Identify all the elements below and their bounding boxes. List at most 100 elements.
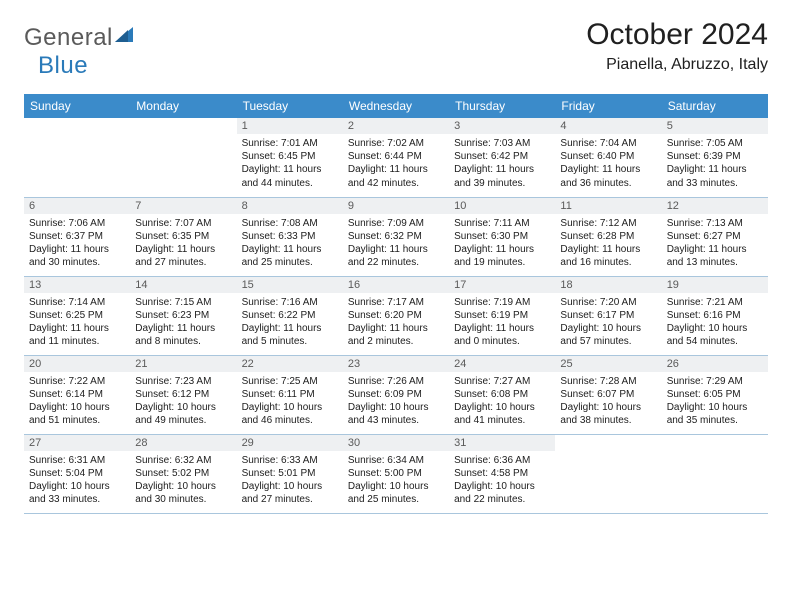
day-detail-line: and 13 minutes. — [667, 256, 763, 269]
day-detail-line: Sunrise: 7:09 AM — [348, 217, 444, 230]
day-detail-line: Daylight: 11 hours — [454, 322, 550, 335]
day-detail-line: and 30 minutes. — [29, 256, 125, 269]
calendar-day-cell: 14Sunrise: 7:15 AMSunset: 6:23 PMDayligh… — [130, 276, 236, 355]
day-detail-line: Daylight: 10 hours — [454, 401, 550, 414]
day-detail-line: Daylight: 10 hours — [348, 401, 444, 414]
day-number: 15 — [237, 277, 343, 293]
day-number: 23 — [343, 356, 449, 372]
calendar-day-cell: 10Sunrise: 7:11 AMSunset: 6:30 PMDayligh… — [449, 197, 555, 276]
calendar-day-cell: 13Sunrise: 7:14 AMSunset: 6:25 PMDayligh… — [24, 276, 130, 355]
day-number: 14 — [130, 277, 236, 293]
day-number: 4 — [555, 118, 661, 134]
day-number: 29 — [237, 435, 343, 451]
day-detail-line: Sunset: 6:11 PM — [242, 388, 338, 401]
day-detail-line: and 46 minutes. — [242, 414, 338, 427]
calendar-day-cell: 4Sunrise: 7:04 AMSunset: 6:40 PMDaylight… — [555, 118, 661, 197]
day-number: 12 — [662, 198, 768, 214]
day-detail-line: Sunrise: 7:20 AM — [560, 296, 656, 309]
day-details: Sunrise: 7:09 AMSunset: 6:32 PMDaylight:… — [343, 214, 449, 272]
day-detail-line: Sunset: 6:32 PM — [348, 230, 444, 243]
day-number: 28 — [130, 435, 236, 451]
day-detail-line: Sunrise: 7:11 AM — [454, 217, 550, 230]
day-number: 11 — [555, 198, 661, 214]
day-detail-line: Sunrise: 7:01 AM — [242, 137, 338, 150]
day-number: 3 — [449, 118, 555, 134]
calendar-day-cell: 2Sunrise: 7:02 AMSunset: 6:44 PMDaylight… — [343, 118, 449, 197]
day-detail-line: Daylight: 11 hours — [454, 163, 550, 176]
day-detail-line: and 22 minutes. — [454, 493, 550, 506]
day-detail-line: Daylight: 10 hours — [348, 480, 444, 493]
day-number: 6 — [24, 198, 130, 214]
calendar-day-cell: 19Sunrise: 7:21 AMSunset: 6:16 PMDayligh… — [662, 276, 768, 355]
day-detail-line: Sunrise: 7:02 AM — [348, 137, 444, 150]
day-detail-line: Sunset: 6:16 PM — [667, 309, 763, 322]
day-detail-line: Sunset: 6:20 PM — [348, 309, 444, 322]
day-detail-line: Sunset: 6:30 PM — [454, 230, 550, 243]
day-details: Sunrise: 7:05 AMSunset: 6:39 PMDaylight:… — [662, 134, 768, 192]
day-detail-line: Sunset: 6:27 PM — [667, 230, 763, 243]
day-detail-line: and 33 minutes. — [667, 177, 763, 190]
title-block: October 2024 Pianella, Abruzzo, Italy — [586, 18, 768, 74]
calendar-day-cell: 15Sunrise: 7:16 AMSunset: 6:22 PMDayligh… — [237, 276, 343, 355]
calendar-day-cell: 8Sunrise: 7:08 AMSunset: 6:33 PMDaylight… — [237, 197, 343, 276]
day-number: 26 — [662, 356, 768, 372]
day-detail-line: Sunset: 6:37 PM — [29, 230, 125, 243]
day-details: Sunrise: 7:02 AMSunset: 6:44 PMDaylight:… — [343, 134, 449, 192]
day-detail-line: Daylight: 10 hours — [560, 322, 656, 335]
day-detail-line: Sunrise: 7:29 AM — [667, 375, 763, 388]
day-number: 7 — [130, 198, 236, 214]
day-number: 20 — [24, 356, 130, 372]
day-detail-line: Sunrise: 6:36 AM — [454, 454, 550, 467]
day-detail-line: Daylight: 11 hours — [667, 163, 763, 176]
weekday-header: Friday — [555, 94, 661, 118]
day-detail-line: Daylight: 11 hours — [242, 243, 338, 256]
day-detail-line: Sunrise: 6:33 AM — [242, 454, 338, 467]
day-detail-line: Sunrise: 7:14 AM — [29, 296, 125, 309]
day-number: 27 — [24, 435, 130, 451]
day-detail-line: Sunrise: 7:06 AM — [29, 217, 125, 230]
day-detail-line: Daylight: 10 hours — [29, 401, 125, 414]
day-details: Sunrise: 7:08 AMSunset: 6:33 PMDaylight:… — [237, 214, 343, 272]
day-detail-line: Sunrise: 7:17 AM — [348, 296, 444, 309]
day-detail-line: Sunset: 6:14 PM — [29, 388, 125, 401]
day-detail-line: Sunrise: 7:22 AM — [29, 375, 125, 388]
day-number: 22 — [237, 356, 343, 372]
day-details: Sunrise: 7:13 AMSunset: 6:27 PMDaylight:… — [662, 214, 768, 272]
day-detail-line: Sunset: 6:35 PM — [135, 230, 231, 243]
day-detail-line: Daylight: 11 hours — [242, 322, 338, 335]
day-detail-line: Daylight: 10 hours — [242, 480, 338, 493]
calendar-day-cell: 31Sunrise: 6:36 AMSunset: 4:58 PMDayligh… — [449, 434, 555, 513]
day-detail-line: Sunrise: 7:15 AM — [135, 296, 231, 309]
calendar-day-cell: 16Sunrise: 7:17 AMSunset: 6:20 PMDayligh… — [343, 276, 449, 355]
calendar-week-row: 13Sunrise: 7:14 AMSunset: 6:25 PMDayligh… — [24, 276, 768, 355]
day-details: Sunrise: 7:16 AMSunset: 6:22 PMDaylight:… — [237, 293, 343, 351]
day-detail-line: and 16 minutes. — [560, 256, 656, 269]
day-detail-line: Daylight: 11 hours — [454, 243, 550, 256]
day-detail-line: Daylight: 11 hours — [348, 322, 444, 335]
calendar-day-cell — [662, 434, 768, 513]
calendar-day-cell: 12Sunrise: 7:13 AMSunset: 6:27 PMDayligh… — [662, 197, 768, 276]
day-detail-line: Sunset: 6:42 PM — [454, 150, 550, 163]
day-detail-line: and 0 minutes. — [454, 335, 550, 348]
day-detail-line: and 36 minutes. — [560, 177, 656, 190]
day-details: Sunrise: 6:36 AMSunset: 4:58 PMDaylight:… — [449, 451, 555, 509]
day-detail-line: and 19 minutes. — [454, 256, 550, 269]
day-detail-line: Sunrise: 6:34 AM — [348, 454, 444, 467]
day-detail-line: Sunrise: 6:32 AM — [135, 454, 231, 467]
day-number: 24 — [449, 356, 555, 372]
calendar-day-cell — [130, 118, 236, 197]
day-detail-line: Sunset: 6:08 PM — [454, 388, 550, 401]
day-detail-line: Sunrise: 7:05 AM — [667, 137, 763, 150]
day-number: 2 — [343, 118, 449, 134]
day-details: Sunrise: 7:03 AMSunset: 6:42 PMDaylight:… — [449, 134, 555, 192]
day-details: Sunrise: 7:19 AMSunset: 6:19 PMDaylight:… — [449, 293, 555, 351]
day-details: Sunrise: 7:27 AMSunset: 6:08 PMDaylight:… — [449, 372, 555, 430]
day-detail-line: and 2 minutes. — [348, 335, 444, 348]
day-detail-line: Sunset: 5:04 PM — [29, 467, 125, 480]
day-detail-line: Sunset: 6:22 PM — [242, 309, 338, 322]
location-label: Pianella, Abruzzo, Italy — [586, 56, 768, 74]
calendar-body: 1Sunrise: 7:01 AMSunset: 6:45 PMDaylight… — [24, 118, 768, 513]
calendar-day-cell: 23Sunrise: 7:26 AMSunset: 6:09 PMDayligh… — [343, 355, 449, 434]
day-details: Sunrise: 7:23 AMSunset: 6:12 PMDaylight:… — [130, 372, 236, 430]
day-detail-line: Sunrise: 7:04 AM — [560, 137, 656, 150]
